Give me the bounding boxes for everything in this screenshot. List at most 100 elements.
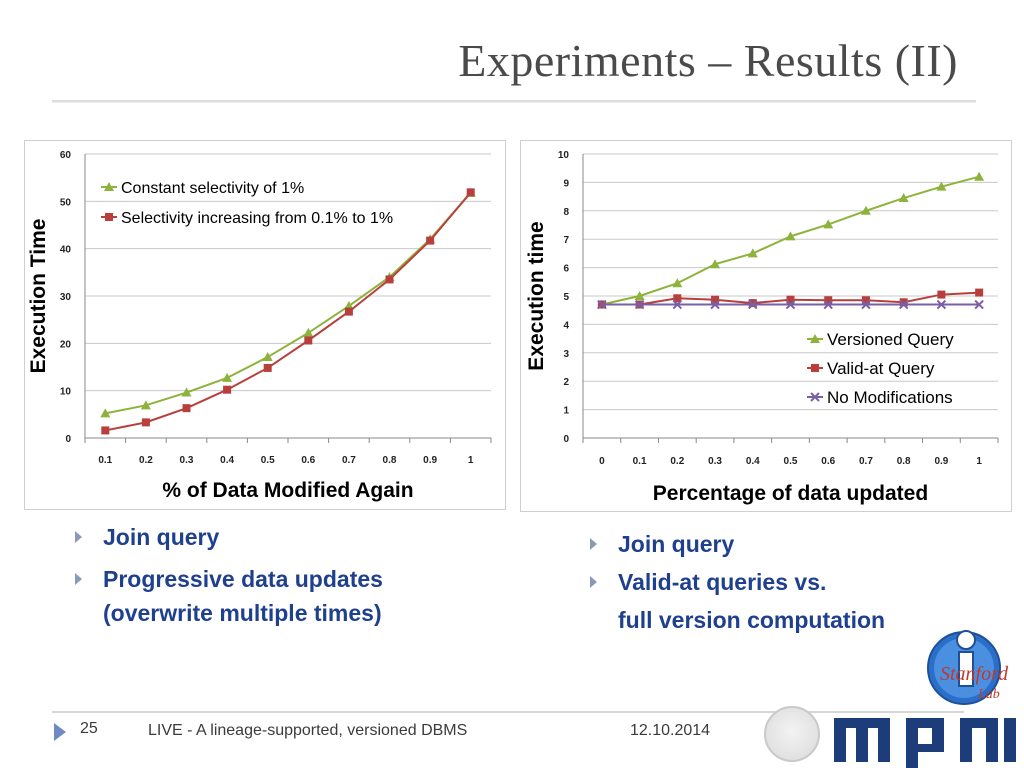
y-tick-label: 6 [563, 264, 569, 275]
mpi-logo [834, 718, 1016, 768]
x-axis-label: Percentage of data updated [653, 482, 928, 505]
bullet-arrow-icon [75, 573, 82, 585]
x-tick-label: 0.2 [670, 456, 684, 467]
data-point [823, 219, 834, 229]
title-divider [52, 100, 976, 103]
footer-arrow-icon [54, 723, 66, 741]
x-tick-label: 0.1 [98, 455, 112, 466]
data-point [811, 364, 819, 372]
x-tick-label: 0.8 [897, 456, 911, 467]
svg-text:Lab: Lab [977, 687, 1000, 702]
data-point [710, 259, 721, 269]
bullet-item: Join query [590, 525, 990, 563]
bullets-left: Join query Progressive data updates (ove… [75, 520, 505, 630]
y-tick-label: 10 [558, 150, 570, 161]
y-tick-label: 5 [563, 292, 569, 303]
data-point [810, 392, 820, 402]
data-point [672, 278, 683, 288]
legend-label: No Modifications [827, 388, 953, 407]
x-tick-label: 0.5 [784, 456, 798, 467]
y-axis-label: Execution Time [27, 219, 50, 374]
chart-left: 0 10 20 30 40 50 60 0.1 0.2 0.3 0.4 0.5 0.6 0.7 0.8 0.9… [27, 150, 492, 502]
bullet-item: Join query [75, 520, 505, 554]
y-tick-label: 7 [563, 235, 569, 246]
x-tick-label: 1 [468, 455, 474, 466]
stanford-lab-logo: Stanford Lab [927, 630, 1009, 705]
data-point [344, 307, 353, 316]
data-point [823, 299, 833, 310]
x-tick-label: 1 [976, 456, 982, 467]
legend-label: Versioned Query [827, 330, 954, 349]
data-point [223, 385, 232, 394]
footer-title: LIVE - A lineage-supported, versioned DB… [148, 722, 468, 739]
max-planck-seal-icon [764, 706, 820, 762]
data-point [974, 171, 985, 181]
x-tick-label: 0.6 [301, 455, 315, 466]
data-point [304, 336, 313, 345]
bullet-text: Valid-at queries vs. full version comput… [618, 569, 886, 633]
legend-label: Constant selectivity of 1% [121, 180, 304, 197]
y-tick-label: 40 [60, 245, 72, 256]
data-point [974, 299, 984, 310]
data-point [785, 231, 796, 241]
y-tick-label: 0 [563, 434, 569, 445]
data-point [975, 288, 984, 297]
y-tick-label: 0 [65, 434, 71, 445]
y-tick-label: 2 [563, 377, 569, 388]
data-point [385, 275, 394, 284]
x-tick-label: 0.5 [261, 455, 275, 466]
y-tick-label: 50 [60, 197, 72, 208]
y-tick-label: 10 [60, 387, 72, 398]
data-point [182, 404, 191, 413]
data-point [104, 182, 114, 191]
x-tick-label: 0.9 [423, 455, 437, 466]
bullet-arrow-icon [590, 538, 597, 550]
y-tick-label: 1 [563, 406, 569, 417]
data-point [101, 426, 110, 435]
x-axis-label: % of Data Modified Again [162, 479, 413, 502]
chart-right: 0 1 2 3 4 5 6 7 8 9 10 0 0.1 0.2 0.3 0.4 0.5 0.6 0.7 0.8 0.9… [525, 150, 999, 505]
x-tick-label: 0 [599, 456, 605, 467]
bullet-item: Progressive data updates (overwrite mult… [75, 562, 505, 630]
bullet-text: Join query [103, 524, 220, 550]
series-line [601, 175, 980, 306]
data-point [861, 299, 871, 310]
data-point [262, 352, 273, 362]
x-tick-label: 0.8 [383, 455, 397, 466]
data-point [824, 296, 833, 305]
slide-title: Experiments – Results (II) [458, 35, 958, 86]
x-tick-label: 0.2 [139, 455, 153, 466]
data-point [748, 299, 757, 308]
x-tick-label: 0.7 [342, 455, 356, 466]
x-tick-label: 0.9 [934, 456, 948, 467]
y-tick-label: 20 [60, 339, 72, 350]
data-point [898, 299, 909, 310]
data-point [810, 334, 820, 343]
data-point [936, 299, 947, 310]
bullet-arrow-icon [75, 531, 82, 543]
chart-right-frame: 0 1 2 3 4 5 6 7 8 9 10 0 0.1 0.2 0.3 0.4 0.5 0.6 0.7 0.8 0.9… [520, 140, 1012, 512]
x-tick-label: 0.4 [746, 456, 760, 467]
data-point [597, 299, 607, 310]
data-point [899, 298, 908, 307]
footer-date: 12.10.2014 [630, 722, 711, 739]
series-markers [597, 299, 984, 310]
data-point [785, 299, 796, 310]
y-tick-label: 3 [563, 349, 569, 360]
y-axis-label: Execution time [525, 221, 548, 370]
data-point [634, 299, 645, 310]
x-tick-label: 0.4 [220, 455, 234, 466]
data-point [303, 327, 314, 337]
chart-left-frame: 0 10 20 30 40 50 60 0.1 0.2 0.3 0.4 0.5 0.6 0.7 0.8 0.9… [24, 140, 506, 510]
legend-label: Valid-at Query [827, 359, 935, 378]
y-tick-label: 30 [60, 292, 72, 303]
data-point [466, 188, 475, 197]
data-point [672, 299, 683, 310]
series-line [105, 192, 472, 415]
data-point [936, 181, 947, 191]
data-point [747, 248, 758, 258]
footer-divider [52, 711, 964, 713]
data-point [263, 363, 272, 372]
y-tick-label: 8 [563, 207, 569, 218]
x-tick-label: 0.7 [859, 456, 873, 467]
